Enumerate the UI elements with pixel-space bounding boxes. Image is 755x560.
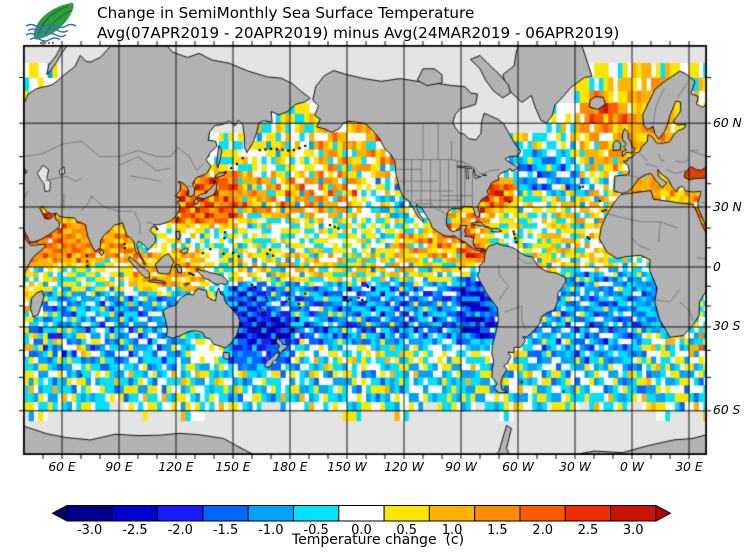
colorbar-segment (383, 505, 430, 522)
lon-label: 30 W (559, 460, 591, 474)
colorbar-segment (610, 505, 657, 522)
lon-label: 30 E (675, 460, 703, 474)
lon-label: 60 E (48, 460, 76, 474)
colorbar-segment (519, 505, 566, 522)
colorbar-tick-label: 0.0 (351, 523, 372, 538)
colorbar-tick-label: 1.5 (487, 523, 508, 538)
lon-label: 150 W (327, 460, 367, 474)
lon-label: 150 E (215, 460, 251, 474)
colorbar-tick-label: 1.0 (442, 523, 463, 538)
lat-label: 30 N (713, 199, 742, 214)
lat-label: 60 S (713, 403, 741, 418)
colorbar-segment (428, 505, 476, 522)
colorbar-tick-label: -3.0 (77, 523, 102, 538)
colorbar-segment (247, 505, 294, 522)
colorbar-tick-label: -2.0 (168, 523, 193, 538)
colorbar: -3.0 -2.5 -2.0 -1.5 -1.0 -0.5 0.0 0.5 1.0 1.5 2.0 2… (51, 504, 672, 538)
colorbar-tick-label: -2.5 (122, 523, 147, 538)
colorbar-segment (157, 505, 204, 522)
lat-label: 60 N (713, 115, 742, 130)
colorbar-segment (111, 505, 159, 522)
lon-label: 120 E (158, 460, 194, 474)
colorbar-caption: Temperature change (c) (291, 532, 465, 548)
colorbar-segment (293, 505, 340, 522)
colorbar-tick-label: 3.0 (623, 523, 644, 538)
colorbar-segment (66, 505, 113, 522)
lat-label: 0 (713, 259, 721, 274)
colorbar-tick-label: 0.5 (396, 523, 417, 538)
lat-label: 30 S (713, 319, 741, 334)
lon-label: 90 E (105, 460, 133, 474)
lon-label: 90 W (445, 460, 477, 474)
lon-label: 0 W (620, 460, 644, 474)
lon-label: 180 E (272, 460, 308, 474)
colorbar-tick-label: -1.5 (213, 523, 238, 538)
lon-label: 120 W (384, 460, 424, 474)
lon-label: 60 W (502, 460, 534, 474)
colorbar-tick-label: -0.5 (303, 523, 328, 538)
colorbar-tick-label: 2.5 (578, 523, 599, 538)
colorbar-low-arrow (51, 504, 68, 522)
colorbar-high-arrow (655, 504, 672, 522)
colorbar-tick-label: -1.0 (258, 523, 283, 538)
colorbar-segment (474, 505, 521, 522)
colorbar-segment (202, 505, 249, 522)
colorbar-segment (338, 505, 385, 522)
colorbar-tick-label: 2.0 (532, 523, 553, 538)
colorbar-segment (564, 505, 612, 522)
